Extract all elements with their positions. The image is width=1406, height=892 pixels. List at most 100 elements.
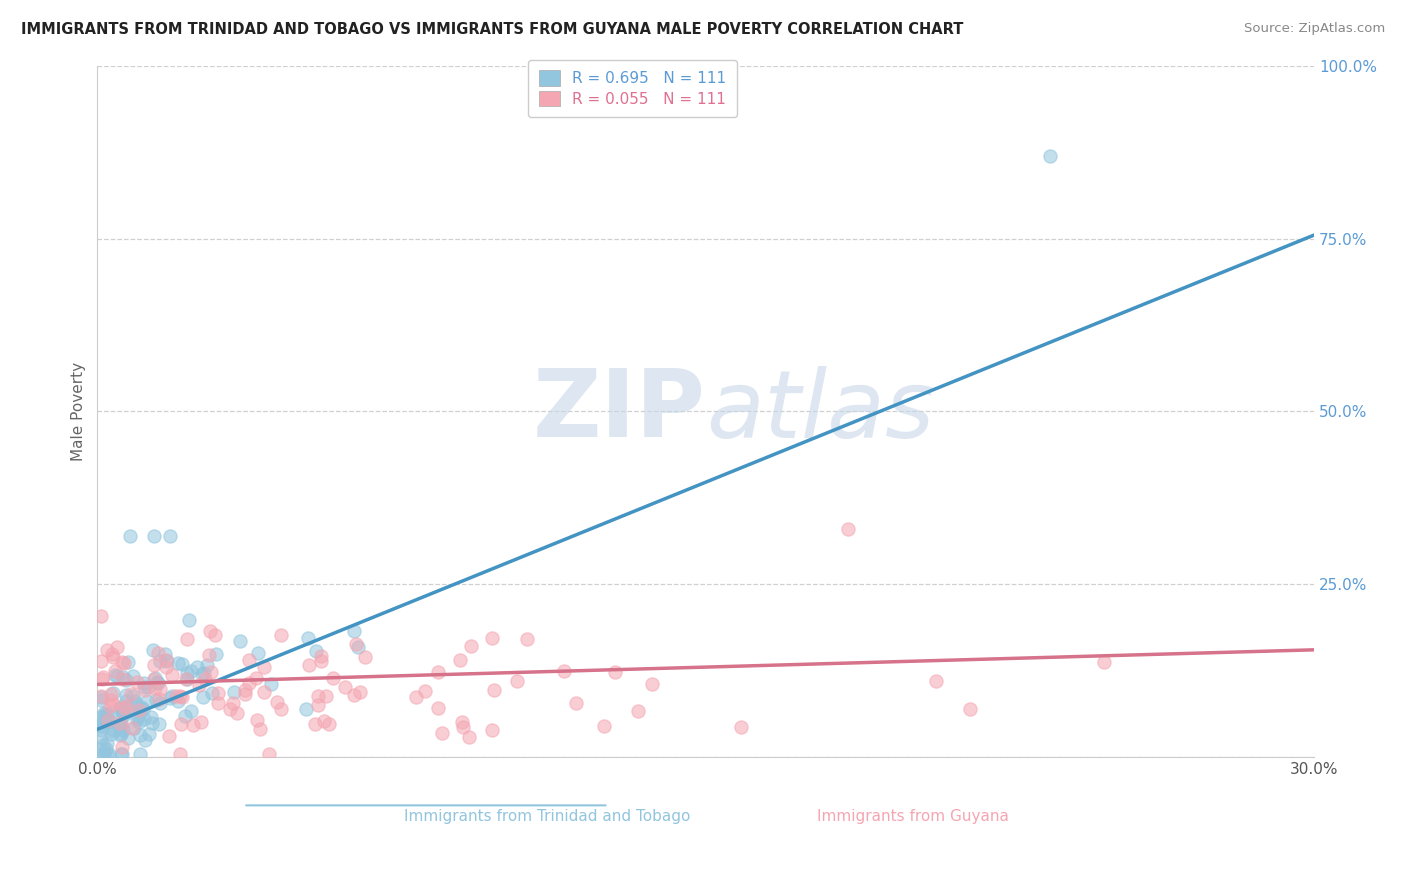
Text: IMMIGRANTS FROM TRINIDAD AND TOBAGO VS IMMIGRANTS FROM GUYANA MALE POVERTY CORRE: IMMIGRANTS FROM TRINIDAD AND TOBAGO VS I… [21, 22, 963, 37]
Point [246, 713, 269, 727]
Point [91, 747, 114, 761]
Point [93, 747, 115, 761]
Point [104, 667, 127, 681]
Point [127, 712, 149, 726]
Point [94, 742, 117, 756]
Point [143, 529, 166, 543]
Point [128, 703, 150, 717]
Point [245, 671, 267, 685]
Point [91, 716, 114, 731]
Text: ZIP: ZIP [533, 366, 706, 458]
Point [96, 712, 118, 726]
Point [246, 646, 269, 660]
Point [98, 699, 121, 714]
Point [180, 704, 202, 718]
Text: Immigrants from Trinidad and Tobago: Immigrants from Trinidad and Tobago [405, 809, 690, 824]
Point [110, 728, 132, 742]
Point [141, 715, 163, 730]
Point [553, 664, 575, 678]
Point [565, 696, 588, 710]
Point [90, 710, 112, 724]
Point [111, 740, 134, 755]
Point [90, 690, 112, 704]
Point [117, 655, 139, 669]
Point [730, 720, 752, 734]
Point [309, 649, 332, 664]
Point [159, 529, 181, 543]
Point [135, 694, 157, 708]
Point [136, 680, 159, 694]
Point [207, 696, 229, 710]
Point [114, 704, 136, 718]
Point [270, 628, 292, 642]
Point [97, 747, 120, 761]
Point [127, 708, 149, 723]
Point [266, 695, 288, 709]
Point [253, 684, 276, 698]
Point [90, 730, 112, 744]
Point [112, 657, 135, 671]
Point [335, 680, 357, 694]
Point [143, 672, 166, 686]
Point [146, 674, 169, 689]
Point [641, 676, 664, 690]
Point [298, 658, 321, 673]
Point [91, 738, 114, 752]
Legend: R = 0.695   N = 111, R = 0.055   N = 111: R = 0.695 N = 111, R = 0.055 N = 111 [529, 60, 737, 118]
Point [225, 706, 247, 721]
Point [1092, 655, 1115, 669]
Point [343, 688, 366, 702]
Point [98, 707, 121, 722]
Point [307, 698, 329, 712]
Point [426, 700, 449, 714]
Point [90, 714, 112, 729]
Point [451, 715, 474, 730]
Point [170, 690, 193, 704]
Point [315, 689, 337, 703]
Point [295, 702, 318, 716]
Point [104, 665, 127, 679]
Point [141, 710, 163, 724]
Point [177, 613, 200, 627]
Point [111, 747, 134, 761]
Point [219, 702, 242, 716]
Point [129, 700, 152, 714]
Point [103, 686, 125, 700]
Point [155, 647, 177, 661]
Point [103, 723, 125, 738]
Point [149, 681, 172, 696]
Point [110, 702, 132, 716]
Point [90, 654, 112, 668]
Point [96, 736, 118, 750]
Point [297, 631, 319, 645]
Point [200, 665, 222, 680]
Point [481, 723, 503, 738]
Point [105, 668, 128, 682]
Point [176, 665, 198, 680]
Text: Immigrants from Guyana: Immigrants from Guyana [817, 809, 1008, 824]
Point [349, 684, 371, 698]
Point [191, 667, 214, 681]
Point [405, 690, 427, 704]
Point [157, 729, 180, 743]
Point [96, 747, 118, 761]
Point [1039, 148, 1062, 162]
Point [191, 690, 214, 705]
Point [837, 522, 859, 536]
Point [413, 684, 436, 698]
Point [132, 702, 155, 716]
Point [128, 727, 150, 741]
Point [128, 714, 150, 729]
Point [115, 699, 138, 714]
Point [112, 707, 135, 722]
Point [121, 689, 143, 703]
Point [148, 691, 170, 706]
Point [160, 667, 183, 681]
Point [124, 721, 146, 735]
Point [198, 648, 221, 662]
Point [156, 654, 179, 668]
Point [112, 707, 135, 722]
Point [143, 681, 166, 695]
Point [117, 701, 139, 715]
Point [174, 673, 197, 687]
